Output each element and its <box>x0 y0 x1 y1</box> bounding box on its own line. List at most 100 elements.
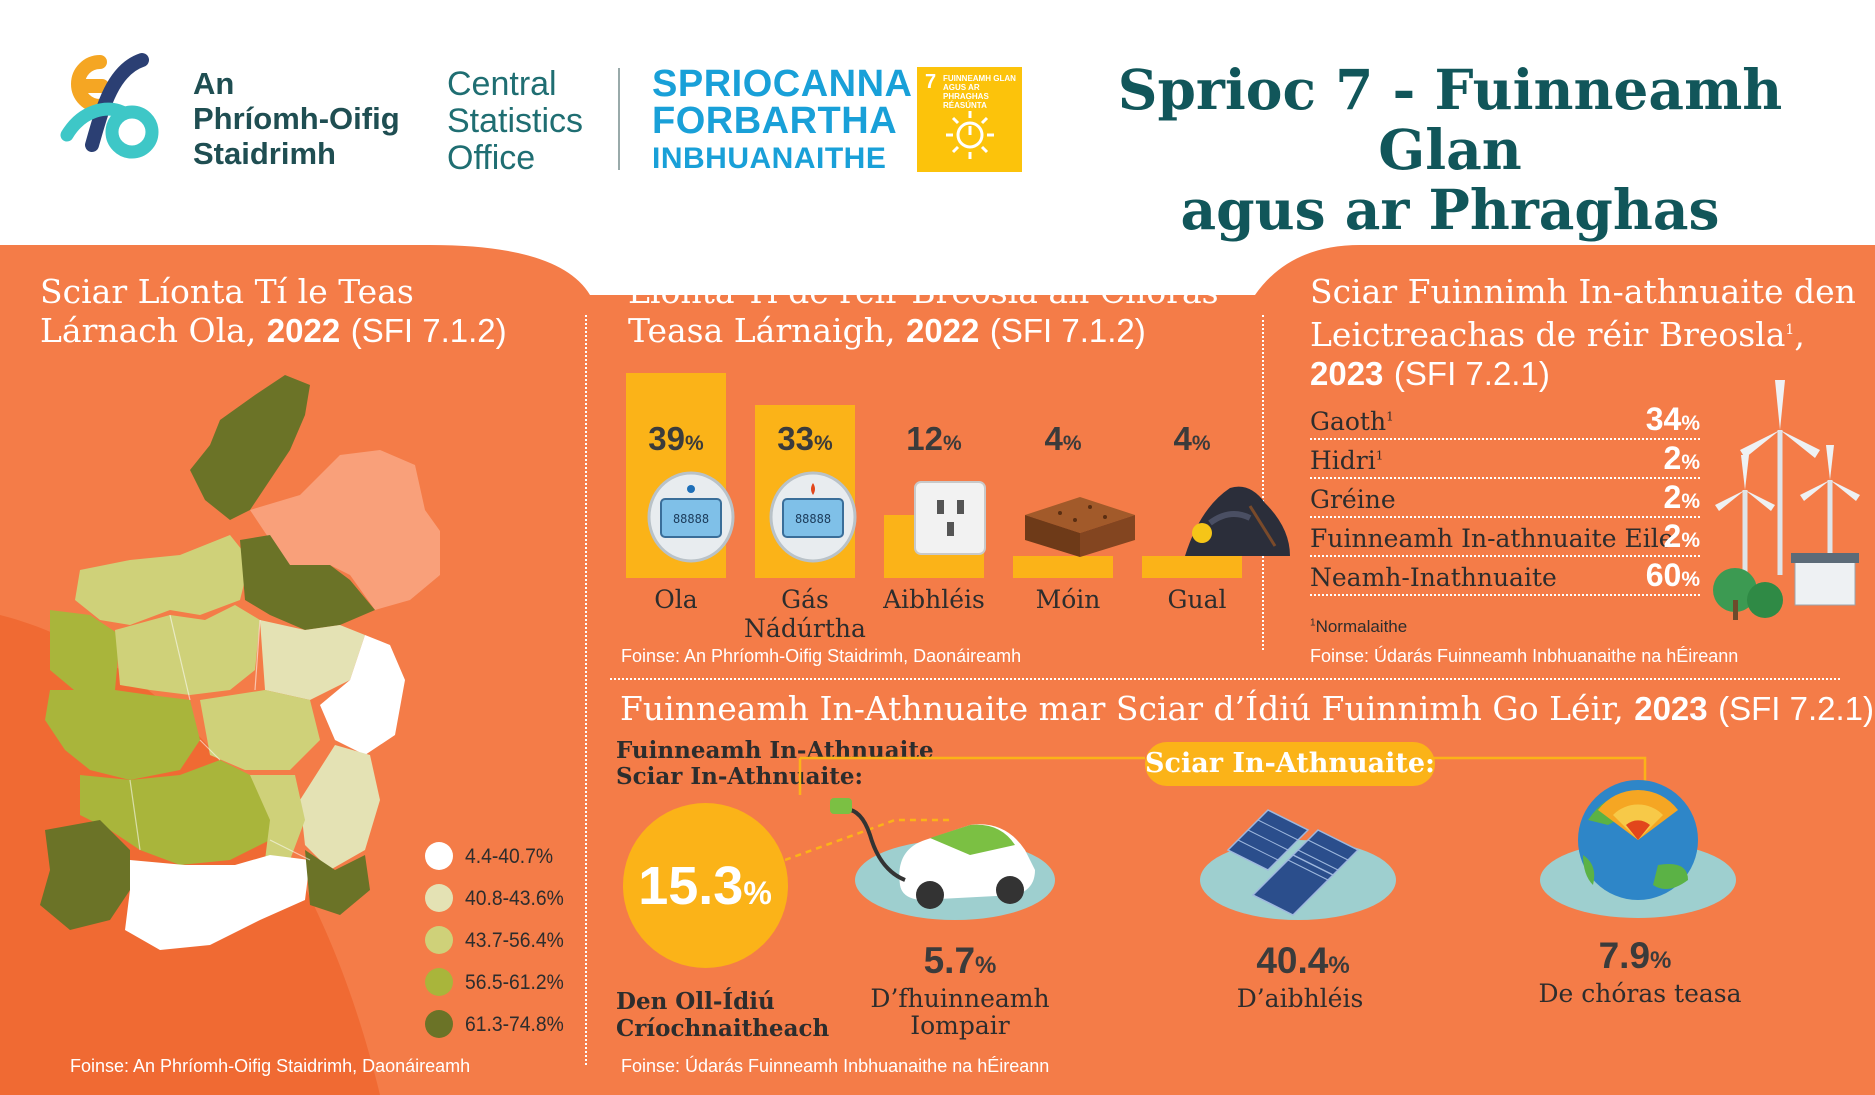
header: An Phríomh-Oifig Staidrimh Central Stati… <box>0 0 1875 300</box>
map-region <box>115 605 260 695</box>
sdg7-badge: 7 FUINNEAMH GLAN AGUS AR PHRAGHAS RÉASÚN… <box>917 67 1022 172</box>
renew-row: Gréine 2% <box>1310 479 1700 518</box>
map-region <box>45 690 200 780</box>
map-region <box>260 620 365 700</box>
cso-line: Office <box>447 139 536 177</box>
title-text: Líonta Tí de réir Breosla an Chóras Teas… <box>628 272 1219 350</box>
share-panel-title: Fuinneamh In-Athnuaite mar Sciar d’Ídiú … <box>620 689 1874 728</box>
legend-label: 61.3-74.8% <box>465 1013 564 1036</box>
legend-swatch <box>425 884 453 912</box>
row-label: Hidri <box>1310 446 1376 475</box>
logo-line: Staidrimh <box>193 136 336 171</box>
legend-swatch <box>425 926 453 954</box>
title-indicator: (SFI 7.1.2) <box>989 312 1146 349</box>
share-item-value: 5.7% <box>923 940 997 981</box>
title-line: Leictreachas de réir Breosla <box>1310 315 1786 354</box>
bar-label: Gás Nádúrtha <box>744 585 866 643</box>
sdg7-text-line: FUINNEAMH GLAN <box>943 74 1016 83</box>
map-panel-title: Sciar Líonta Tí le Teas Lárnach Ola, 202… <box>40 272 560 350</box>
row-value: 60% <box>1645 557 1700 593</box>
bar-value: 4% <box>1044 420 1082 457</box>
cso-line: Statistics <box>447 102 584 140</box>
label-line: Den Oll-Ídiú <box>616 988 775 1015</box>
gas-meter-icon: 88888 <box>769 471 857 563</box>
map-region <box>50 610 120 695</box>
map-source: Foinse: An Phríomh-Oifig Staidrimh, Daon… <box>70 1056 471 1076</box>
logo-line: An <box>193 66 235 101</box>
bar-label: Móin <box>1035 585 1101 614</box>
legend-swatch <box>425 842 453 870</box>
sdg-line: SPRIOCANNA <box>652 63 913 105</box>
legend-label: 56.5-61.2% <box>465 971 564 994</box>
row-value: 34% <box>1645 401 1700 437</box>
title-line: Sprioc 7 - Fuinneamh Glan <box>1117 57 1783 182</box>
footnote-mark: 1 <box>1310 617 1316 629</box>
globe-geothermal-icon <box>1540 780 1736 918</box>
renew-footnote: 1Normalaithe <box>1310 617 1407 637</box>
oil-meter-icon: 88888 <box>647 471 735 563</box>
share-item-label: D’fhuinneamh Iompair <box>870 984 1050 1040</box>
share-pill-label: Sciar In-Athnuaite: <box>1145 742 1435 786</box>
northern-ireland-region <box>250 450 440 610</box>
bar-value: 4% <box>1173 420 1211 457</box>
row-superscript: 1 <box>1386 409 1394 424</box>
sdg-line: FORBARTHA <box>652 100 898 142</box>
bar-label: Ola <box>654 585 698 614</box>
title-superscript: 1 <box>1785 322 1795 338</box>
sdg7-number: 7 <box>925 71 937 93</box>
renew-row: Neamh-Inathnuaite 60% <box>1310 557 1700 596</box>
label-line: Sciar In-Athnuaite: <box>616 763 864 790</box>
row-value: 2% <box>1663 518 1700 554</box>
cso-line: Central <box>447 65 557 103</box>
title-indicator: (SFI 7.2.1) <box>1393 355 1550 392</box>
legend-label: 40.8-43.6% <box>465 887 564 910</box>
bar-value: 12% <box>906 420 962 457</box>
share-item-label: D’aibhléis <box>1236 984 1364 1013</box>
logo-line: Phríomh-Oifig <box>193 101 400 136</box>
map-region <box>40 820 130 930</box>
renew-row: Hidri1 2% <box>1310 440 1700 479</box>
title-text: Sciar Líonta Tí le Teas Lárnach Ola, <box>40 272 414 350</box>
sun-power-icon <box>946 111 994 159</box>
title-text: Fuinneamh In-Athnuaite mar Sciar d’Ídiú … <box>620 689 1624 728</box>
title-indicator: (SFI 7.2.1) <box>1718 690 1875 727</box>
map-region <box>80 760 280 865</box>
bar-moin <box>1013 556 1113 578</box>
share-item-label: De chóras teasa <box>1538 979 1742 1008</box>
map-region <box>300 745 380 870</box>
share-bottom-label: Den Oll-Ídiú Críochnaitheach <box>616 988 829 1042</box>
bar-value: 39% <box>648 420 704 457</box>
map-region <box>200 690 320 770</box>
fuel-source: Foinse: An Phríomh-Oifig Staidrimh, Daon… <box>621 646 1022 666</box>
ireland-map <box>40 375 440 950</box>
row-superscript: 1 <box>1375 448 1384 463</box>
renew-row: Fuinneamh In-athnuaite Eile 2% <box>1310 518 1700 557</box>
share-left-label: Fuinneamh In-Athnuaite Sciar In-Athnuait… <box>616 738 934 790</box>
bar-value: 33% <box>777 420 833 457</box>
title-comma: , <box>1794 315 1805 354</box>
sdg7-text: FUINNEAMH GLAN AGUS AR PHRAGHAS RÉASÚNTA <box>943 74 1022 110</box>
renew-panel-title: Sciar Fuinnimh In-athnuaite den Leictrea… <box>1310 272 1870 393</box>
renew-row: Gaoth1 34% <box>1310 401 1700 440</box>
map-region <box>240 535 375 630</box>
share-big-value: 15.3% <box>638 856 772 916</box>
map-region <box>320 635 405 755</box>
svg-text:88888: 88888 <box>673 512 709 526</box>
sdg-title: SPRIOCANNA FORBARTHA INBHUANAITHE <box>652 63 913 177</box>
title-year: 2022 <box>266 312 341 349</box>
electric-socket-icon <box>914 481 986 555</box>
share-circle <box>623 803 788 968</box>
logo-text: An Phríomh-Oifig Staidrimh <box>193 66 400 171</box>
row-label: Gréine <box>1310 485 1396 514</box>
map-region <box>305 850 370 915</box>
share-item-value: 40.4% <box>1256 940 1350 981</box>
fuel-panel-title: Líonta Tí de réir Breosla an Chóras Teas… <box>628 272 1248 350</box>
label-line: Críochnaitheach <box>616 1015 830 1042</box>
bar-gual <box>1142 556 1242 578</box>
coal-pile-icon <box>1185 486 1290 556</box>
bar-label: Aibhléis <box>883 585 985 614</box>
map-region <box>190 375 310 520</box>
cso-logo-icon <box>60 53 159 159</box>
solar-panels-icon <box>1200 809 1396 920</box>
title-indicator: (SFI 7.1.2) <box>350 312 507 349</box>
